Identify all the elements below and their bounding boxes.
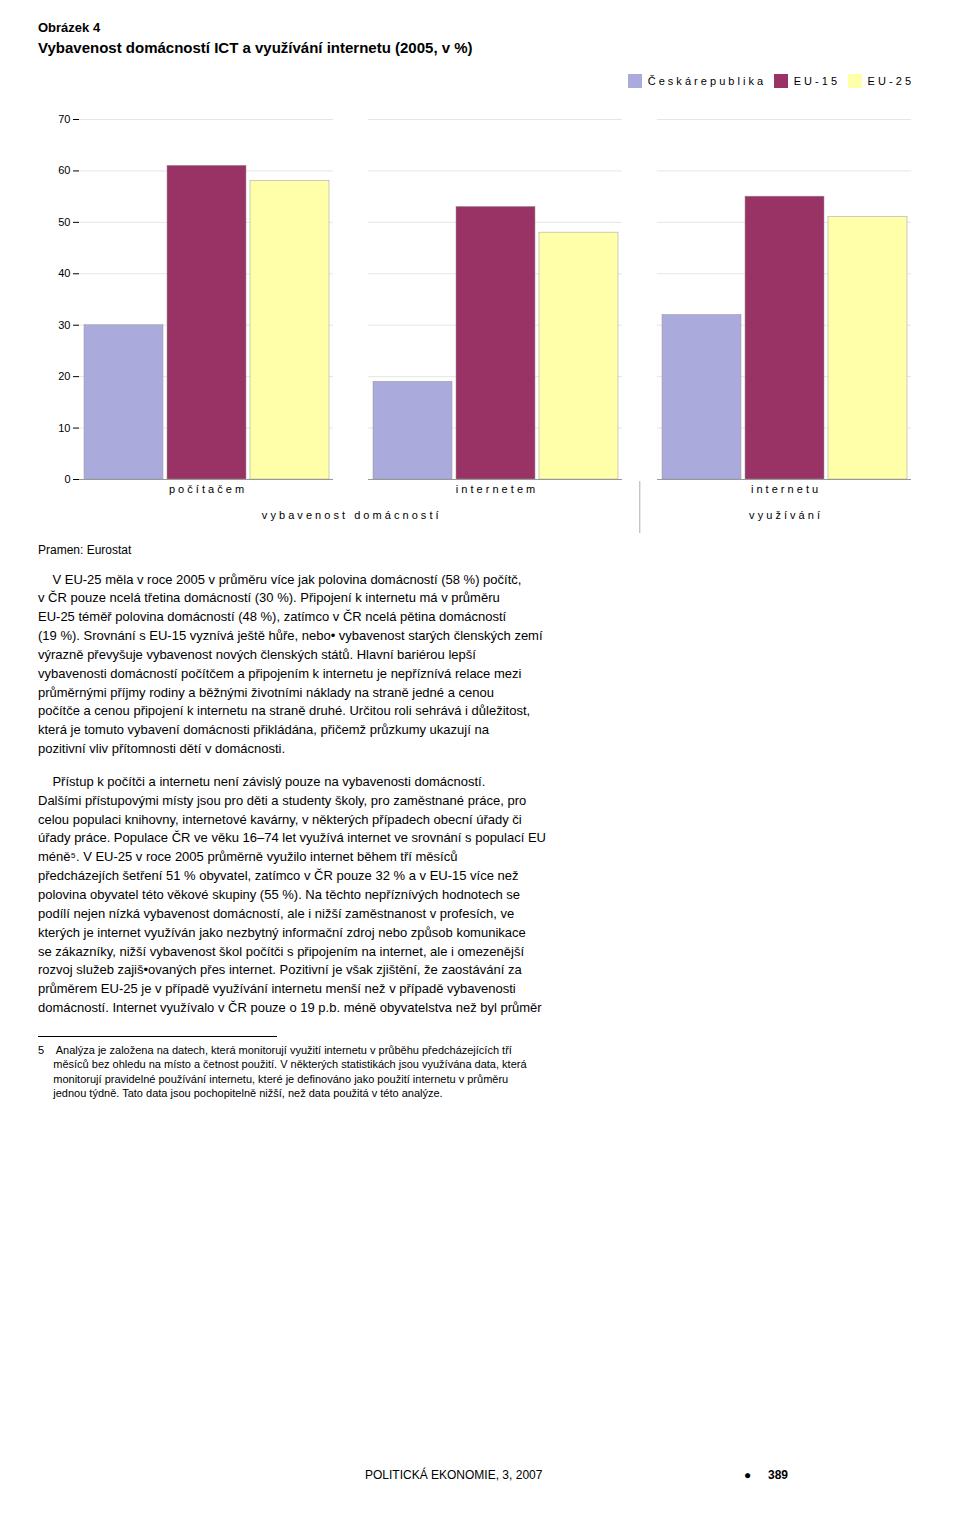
- html-text:Č e s k á r e p u b l i k a: Č e s k á r e p u b l i k a: [647, 74, 764, 87]
- html-text:Přístup k počítči a internetu: Přístup k počítči a internetu není závis…: [38, 773, 546, 1016]
- svg-text:30: 30: [58, 318, 70, 330]
- html-text:Obrázek 4: Obrázek 4: [38, 20, 101, 35]
- svg-text:70: 70: [58, 113, 70, 125]
- html-text:5 Analýza je založena na datec: 5 Analýza je založena na datech, která m…: [38, 1043, 527, 1099]
- html-text:Pramen: Eurostat: Pramen: Eurostat: [38, 542, 132, 557]
- svg-text:p o č í t a č e m: p o č í t a č e m: [169, 483, 244, 495]
- html-text:POLITICKÁ EKONOMIE, 3, 2007: POLITICKÁ EKONOMIE, 3, 2007: [365, 1468, 543, 1482]
- svg-text:v y b a v e n o s t d o m á: v y b a v e n o s t d o m á c n o s t í: [262, 509, 439, 521]
- svg-text:i n t e r n e t u: i n t e r n e t u: [751, 483, 818, 495]
- svg-text:50: 50: [58, 215, 70, 227]
- html-text:E U - 1 5: E U - 1 5: [793, 74, 838, 87]
- svg-text:0: 0: [64, 473, 70, 485]
- html-text:Vybavenost domácností ICT a vy: Vybavenost domácností ICT a využívání in…: [38, 39, 473, 56]
- html-text:V EU-25 měla v roce 2005 v prů: V EU-25 měla v roce 2005 v průměru více …: [38, 571, 543, 757]
- svg-text:i n t e r n e t e m: i n t e r n e t e m: [456, 483, 535, 495]
- html-text:E U - 2 5: E U - 2 5: [867, 74, 911, 87]
- svg-text:v y u ž í v á n í: v y u ž í v á n í: [749, 509, 820, 521]
- html-text:389: 389: [768, 1468, 788, 1482]
- svg-text:60: 60: [58, 164, 70, 176]
- svg-text:20: 20: [58, 370, 70, 382]
- svg-text:40: 40: [58, 267, 70, 279]
- svg-text:10: 10: [58, 421, 70, 433]
